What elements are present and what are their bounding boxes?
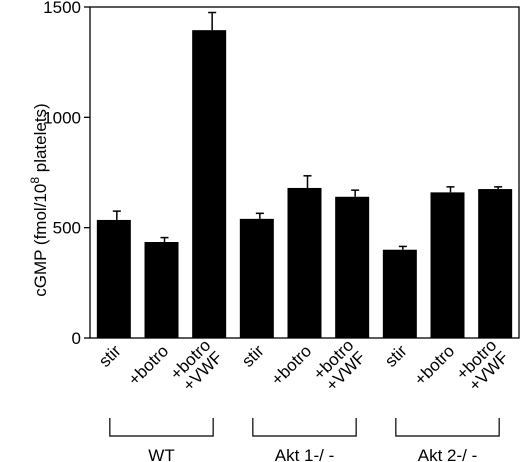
group-label: Akt 2-/ - bbox=[418, 446, 478, 462]
bar bbox=[192, 30, 227, 338]
bars-layer bbox=[96, 11, 513, 338]
y-axis-label: cGMP (fmol/108 platelets) bbox=[28, 103, 50, 296]
x-tick-label: +botro bbox=[124, 341, 172, 389]
bar bbox=[335, 196, 370, 338]
x-tick-label: +botro bbox=[267, 341, 315, 389]
x-tick-label: stir bbox=[238, 341, 268, 371]
x-tick-label: +botro bbox=[410, 341, 458, 389]
bar bbox=[430, 192, 465, 338]
bar bbox=[382, 249, 417, 338]
y-tick-label: 1000 bbox=[43, 108, 81, 127]
category-labels: stir +botro+botro+VWF stir +botro+botro+VWF… bbox=[95, 336, 512, 396]
x-tick-label: +botro+VWF bbox=[166, 336, 226, 396]
bar bbox=[478, 189, 513, 338]
group-bracket bbox=[395, 418, 500, 437]
x-tick-label: +botro+VWF bbox=[309, 336, 369, 396]
bar bbox=[239, 218, 274, 338]
x-tick-label: +botro+VWF bbox=[452, 336, 512, 396]
x-tick-label: stir bbox=[95, 341, 125, 371]
bar bbox=[287, 187, 322, 338]
group-bracket bbox=[109, 418, 214, 437]
group-bracket bbox=[252, 418, 357, 437]
y-tick-label: 500 bbox=[53, 219, 81, 238]
group-brackets: WT Akt 1-/ - Akt 2-/ - bbox=[109, 418, 500, 462]
group-label: Akt 1-/ - bbox=[275, 446, 335, 462]
y-tick-label: 0 bbox=[72, 329, 81, 348]
x-tick-label: stir bbox=[381, 341, 411, 371]
y-tick-label: 1500 bbox=[43, 0, 81, 17]
bar bbox=[96, 219, 131, 338]
plot-frame bbox=[89, 6, 520, 339]
bar bbox=[144, 242, 179, 338]
group-label: WT bbox=[148, 446, 174, 462]
axis-layer: 0 500 1000 1500 bbox=[43, 0, 520, 348]
